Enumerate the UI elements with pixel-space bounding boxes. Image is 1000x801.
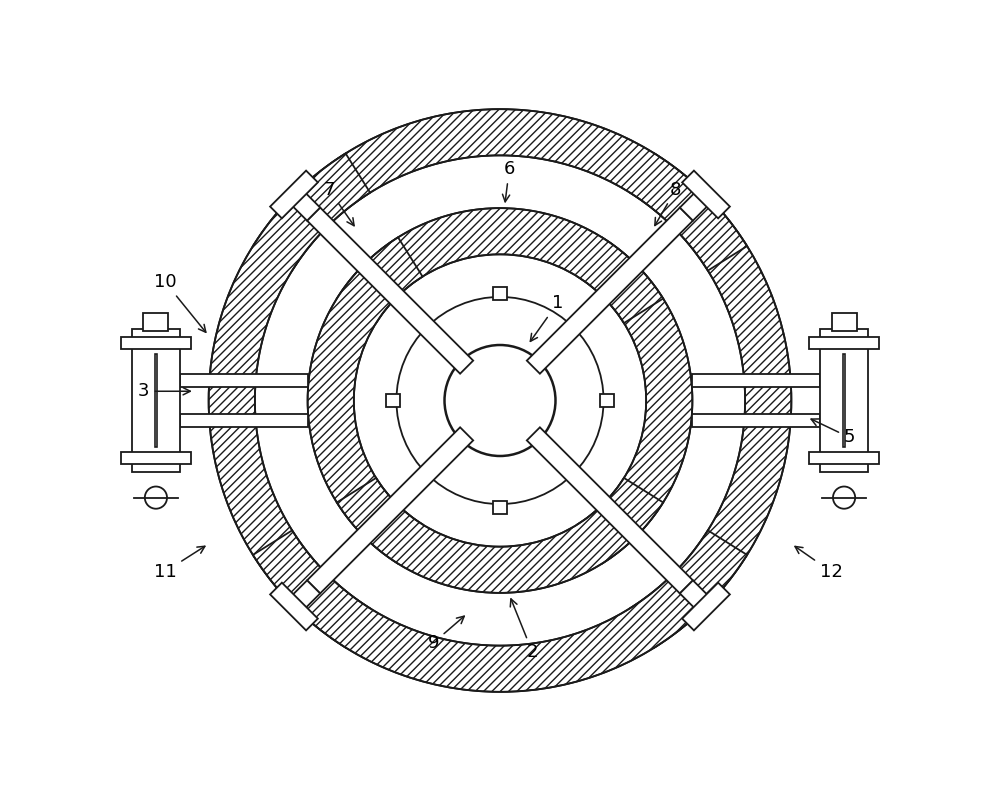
Bar <box>121 452 191 464</box>
Bar <box>132 329 180 472</box>
Text: 11: 11 <box>154 546 205 581</box>
Circle shape <box>833 486 855 509</box>
Polygon shape <box>630 154 791 647</box>
Bar <box>143 312 168 332</box>
Text: 8: 8 <box>655 180 681 226</box>
Circle shape <box>445 345 555 456</box>
Polygon shape <box>386 393 400 408</box>
Bar <box>832 312 857 332</box>
Bar <box>809 337 879 349</box>
Bar <box>843 354 845 447</box>
Polygon shape <box>307 207 473 374</box>
Polygon shape <box>270 171 318 219</box>
Polygon shape <box>682 582 730 630</box>
Bar <box>121 337 191 349</box>
Polygon shape <box>577 237 692 564</box>
Bar <box>180 374 308 387</box>
Bar <box>155 354 157 447</box>
Circle shape <box>145 486 167 509</box>
Bar <box>809 452 879 464</box>
Bar <box>692 414 820 427</box>
Polygon shape <box>270 582 318 630</box>
Circle shape <box>396 297 604 504</box>
Polygon shape <box>600 393 614 408</box>
Text: 9: 9 <box>428 616 464 652</box>
Polygon shape <box>307 427 473 594</box>
Polygon shape <box>253 530 747 692</box>
Polygon shape <box>308 237 423 564</box>
Polygon shape <box>253 109 747 271</box>
Text: 1: 1 <box>530 295 563 341</box>
Polygon shape <box>493 287 507 300</box>
Text: 5: 5 <box>811 419 855 446</box>
Bar <box>180 414 308 427</box>
Polygon shape <box>680 188 713 220</box>
Text: 10: 10 <box>154 273 206 332</box>
Polygon shape <box>337 478 663 593</box>
Bar <box>692 374 820 387</box>
Text: 3: 3 <box>138 382 190 400</box>
Polygon shape <box>682 171 730 219</box>
Text: 2: 2 <box>510 599 538 661</box>
Polygon shape <box>680 581 713 613</box>
Polygon shape <box>209 154 370 647</box>
Text: 7: 7 <box>323 180 354 226</box>
Bar <box>820 329 868 472</box>
Circle shape <box>209 109 791 692</box>
Polygon shape <box>287 188 320 220</box>
Polygon shape <box>287 581 320 613</box>
Text: 6: 6 <box>502 160 515 202</box>
Polygon shape <box>337 208 663 323</box>
Text: 12: 12 <box>795 546 843 581</box>
Polygon shape <box>527 427 693 594</box>
Polygon shape <box>493 501 507 514</box>
Polygon shape <box>527 207 693 374</box>
